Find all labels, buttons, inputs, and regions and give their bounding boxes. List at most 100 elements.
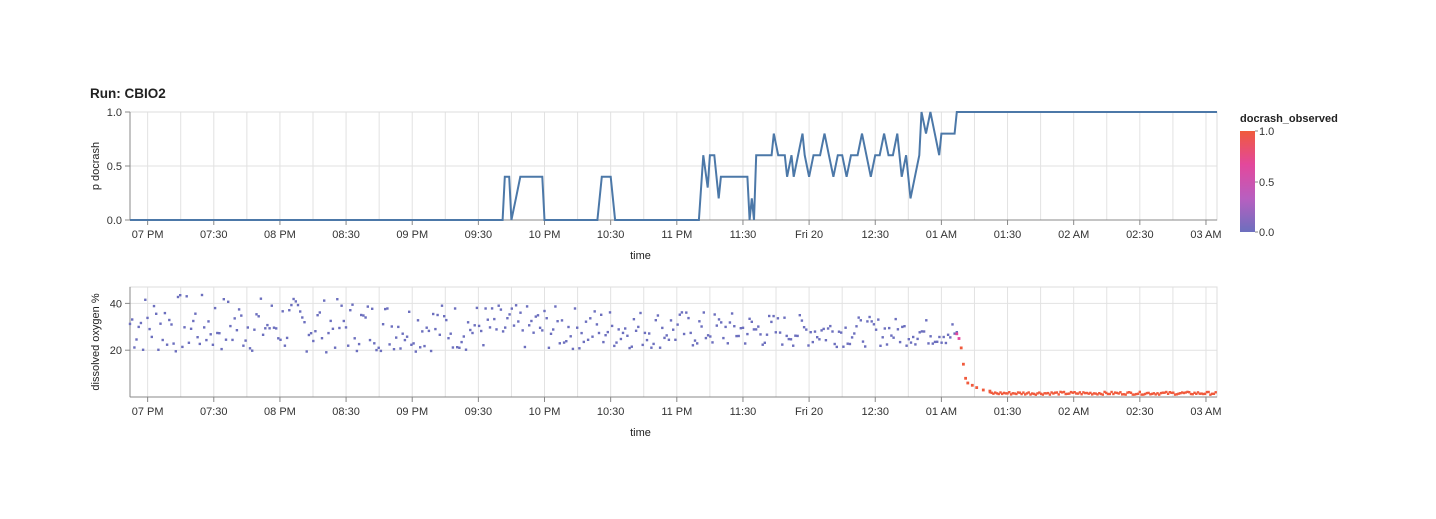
do-point	[1020, 392, 1023, 396]
do-point	[874, 328, 878, 331]
do-point	[1094, 392, 1097, 395]
do-point	[314, 330, 317, 333]
do-point	[1027, 391, 1030, 394]
legend-labels: 1.0 0.5 0.0	[1255, 126, 1274, 239]
do-point	[163, 311, 167, 315]
do-point	[427, 329, 431, 333]
do-point	[253, 328, 256, 331]
do-point	[477, 324, 481, 328]
do-point	[469, 328, 472, 332]
do-point	[1076, 392, 1080, 395]
do-point	[397, 325, 400, 329]
x-tick-label: 10 PM	[529, 229, 561, 241]
do-point	[770, 320, 773, 324]
do-point	[829, 324, 832, 328]
do-point	[774, 331, 777, 334]
do-point	[248, 347, 252, 350]
do-point	[798, 314, 801, 317]
do-point	[347, 344, 350, 347]
do-point	[606, 330, 609, 334]
do-point	[794, 334, 797, 337]
do-point	[266, 323, 269, 327]
legend-title: docrash_observed	[1240, 113, 1338, 125]
do-point	[549, 332, 553, 335]
do-point	[713, 313, 716, 316]
do-point	[634, 329, 638, 332]
do-point	[1154, 393, 1157, 396]
do-point	[617, 328, 620, 331]
do-point	[914, 343, 917, 346]
do-point	[473, 324, 476, 327]
do-point	[1083, 391, 1087, 395]
do-point	[1143, 392, 1147, 396]
do-point	[327, 331, 330, 335]
do-point	[918, 331, 921, 334]
do-point	[425, 326, 428, 329]
x-tick-label: 09:30	[465, 406, 493, 418]
do-point	[377, 346, 380, 349]
do-point	[251, 349, 254, 352]
do-point	[353, 337, 356, 340]
do-point	[349, 309, 352, 312]
do-point	[905, 344, 908, 347]
do-point	[362, 314, 365, 317]
do-point	[1031, 392, 1034, 395]
do-point	[776, 317, 780, 320]
bottom-y-axis-title: dissolved oxygen %	[90, 293, 102, 390]
do-point	[778, 331, 782, 334]
do-point	[161, 338, 164, 342]
do-point	[1013, 392, 1016, 395]
do-point	[824, 339, 828, 342]
do-point	[907, 338, 910, 341]
do-point	[706, 334, 710, 337]
do-point	[722, 336, 725, 340]
do-point	[390, 325, 393, 328]
do-point	[1210, 392, 1214, 395]
do-point	[1022, 391, 1025, 394]
do-point	[835, 345, 838, 349]
do-point	[927, 342, 930, 345]
do-point	[929, 335, 932, 338]
do-point	[443, 315, 446, 318]
x-tick-label: 07 PM	[132, 406, 164, 418]
do-point	[466, 321, 470, 324]
do-point	[1205, 390, 1209, 394]
do-point	[316, 314, 319, 317]
do-point	[512, 324, 516, 327]
do-point	[192, 319, 195, 323]
do-point	[244, 339, 247, 342]
do-point	[1202, 392, 1205, 396]
do-point	[545, 317, 548, 320]
do-point	[198, 342, 201, 346]
do-point	[146, 316, 149, 320]
do-point	[1186, 390, 1189, 394]
do-point	[981, 388, 985, 392]
do-point	[715, 324, 718, 327]
do-point	[449, 332, 452, 335]
do-point	[203, 326, 206, 329]
chart-title: Run: CBIO2	[90, 86, 166, 101]
do-point	[916, 337, 919, 341]
do-point	[1135, 392, 1138, 396]
do-point	[486, 318, 489, 321]
do-point	[711, 341, 714, 344]
do-point	[1029, 393, 1032, 396]
do-point	[628, 346, 631, 350]
do-point	[351, 303, 354, 306]
do-point	[1133, 393, 1136, 396]
do-point	[560, 319, 564, 322]
do-point	[951, 323, 954, 326]
do-point	[395, 336, 398, 339]
x-tick-label: 07:30	[200, 406, 228, 418]
do-point	[584, 320, 588, 323]
x-tick-label: 01:30	[994, 406, 1022, 418]
do-point	[632, 318, 636, 321]
do-point	[1181, 391, 1184, 394]
do-point	[578, 347, 581, 350]
do-point	[1085, 391, 1089, 395]
do-point	[988, 391, 992, 394]
do-point	[307, 333, 311, 337]
bottom-panel: 07 PM 07:30 08 PM 08:30 09 PM 09:30 10 PM 10:30…	[90, 286, 1222, 439]
do-point	[1006, 392, 1009, 395]
do-point	[137, 325, 140, 329]
